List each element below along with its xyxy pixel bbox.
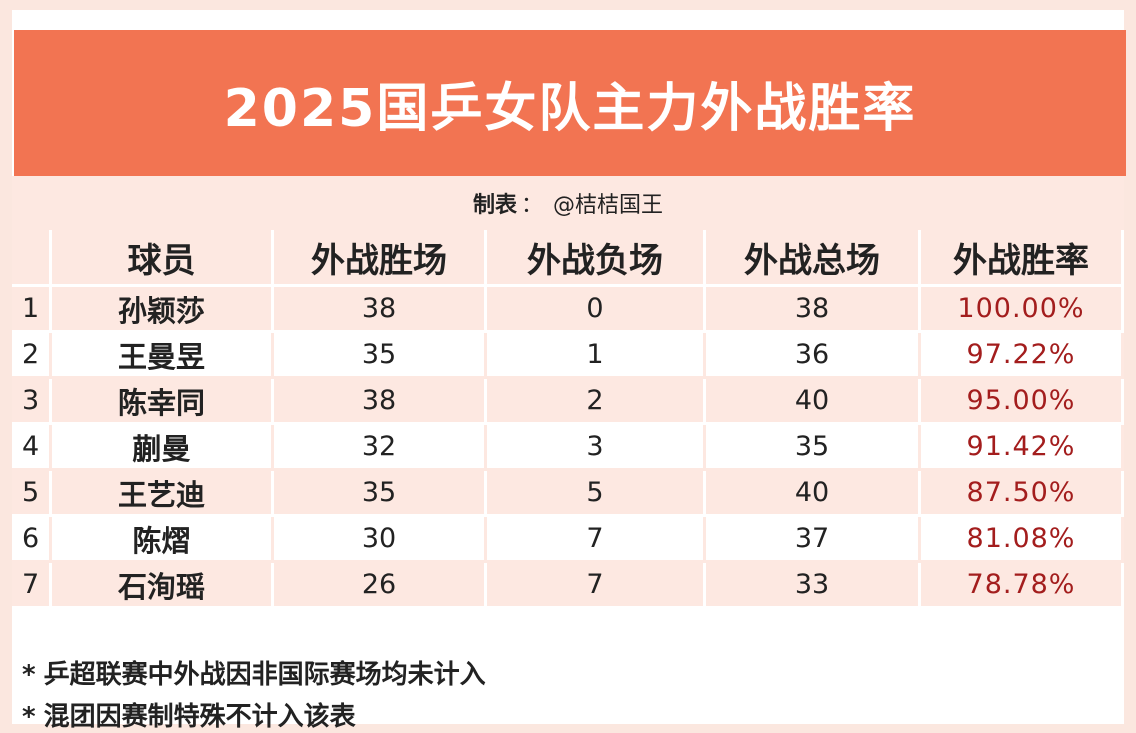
total-cell: 40 xyxy=(706,379,921,425)
maker-line: 制表 ： @桔桔国王 xyxy=(12,176,1124,230)
losses-cell: 7 xyxy=(487,563,706,609)
row-index: 6 xyxy=(12,517,52,563)
rate-cell: 97.22% xyxy=(921,333,1124,379)
total-cell: 36 xyxy=(706,333,921,379)
rate-cell: 95.00% xyxy=(921,379,1124,425)
player-name: 蒯曼 xyxy=(52,425,274,471)
wins-cell: 32 xyxy=(274,425,487,471)
table-row: 6 陈熠 30 7 37 81.08% xyxy=(12,517,1124,563)
losses-cell: 1 xyxy=(487,333,706,379)
table-row: 7 石洵瑶 26 7 33 78.78% xyxy=(12,563,1124,609)
maker-separator: ： xyxy=(520,193,543,218)
page-title: 2025国乒女队主力外战胜率 xyxy=(223,78,917,139)
header-row: 球员 外战胜场 外战负场 外战总场 外战胜率 xyxy=(12,230,1124,287)
footnote-text: 混团因赛制特殊不计入该表 xyxy=(43,702,356,732)
rate-cell: 81.08% xyxy=(921,517,1124,563)
losses-cell: 0 xyxy=(487,287,706,333)
rate-cell: 91.42% xyxy=(921,425,1124,471)
losses-cell: 5 xyxy=(487,471,706,517)
player-name: 王艺迪 xyxy=(52,471,274,517)
rate-cell: 100.00% xyxy=(921,287,1124,333)
footnote-asterisk: * xyxy=(22,660,36,690)
total-cell: 40 xyxy=(706,471,921,517)
player-name: 陈熠 xyxy=(52,517,274,563)
row-index: 2 xyxy=(12,333,52,379)
footnote: * 混团因赛制特殊不计入该表 xyxy=(22,696,356,733)
maker-author: @桔桔国王 xyxy=(553,193,664,218)
player-name: 孙颖莎 xyxy=(52,287,274,333)
stats-table: 球员 外战胜场 外战负场 外战总场 外战胜率 1 孙颖莎 38 0 38 100… xyxy=(12,230,1124,609)
table-row: 5 王艺迪 35 5 40 87.50% xyxy=(12,471,1124,517)
footnote: * 乒超联赛中外战因非国际赛场均未计入 xyxy=(22,654,486,691)
column-header-player: 球员 xyxy=(52,230,274,287)
table-card: 2025国乒女队主力外战胜率 制表 ： @桔桔国王 球员 外战胜场 外战负场 外… xyxy=(12,10,1126,732)
footnote-asterisk: * xyxy=(22,702,36,732)
wins-cell: 38 xyxy=(274,287,487,333)
player-name: 陈幸同 xyxy=(52,379,274,425)
column-header-total: 外战总场 xyxy=(706,230,921,287)
column-header-losses: 外战负场 xyxy=(487,230,706,287)
row-index: 4 xyxy=(12,425,52,471)
rate-cell: 78.78% xyxy=(921,563,1124,609)
table-row: 3 陈幸同 38 2 40 95.00% xyxy=(12,379,1124,425)
row-index: 3 xyxy=(12,379,52,425)
maker-label: 制表 xyxy=(472,193,517,218)
player-name: 王曼昱 xyxy=(52,333,274,379)
wins-cell: 26 xyxy=(274,563,487,609)
losses-cell: 7 xyxy=(487,517,706,563)
row-index: 1 xyxy=(12,287,52,333)
footnote-text: 乒超联赛中外战因非国际赛场均未计入 xyxy=(43,660,486,690)
losses-cell: 3 xyxy=(487,425,706,471)
row-index: 5 xyxy=(12,471,52,517)
footnotes: * 乒超联赛中外战因非国际赛场均未计入 * 混团因赛制特殊不计入该表 xyxy=(12,616,1124,732)
player-name: 石洵瑶 xyxy=(52,563,274,609)
column-header-wins: 外战胜场 xyxy=(274,230,487,287)
row-index: 7 xyxy=(12,563,52,609)
total-cell: 35 xyxy=(706,425,921,471)
wins-cell: 38 xyxy=(274,379,487,425)
table-row: 4 蒯曼 32 3 35 91.42% xyxy=(12,425,1124,471)
table-row: 2 王曼昱 35 1 36 97.22% xyxy=(12,333,1124,379)
title-banner: 2025国乒女队主力外战胜率 xyxy=(14,30,1126,176)
total-cell: 38 xyxy=(706,287,921,333)
wins-cell: 30 xyxy=(274,517,487,563)
total-cell: 37 xyxy=(706,517,921,563)
table-row: 1 孙颖莎 38 0 38 100.00% xyxy=(12,287,1124,333)
total-cell: 33 xyxy=(706,563,921,609)
column-header-index xyxy=(12,230,52,287)
rate-cell: 87.50% xyxy=(921,471,1124,517)
wins-cell: 35 xyxy=(274,333,487,379)
losses-cell: 2 xyxy=(487,379,706,425)
column-header-rate: 外战胜率 xyxy=(921,230,1124,287)
wins-cell: 35 xyxy=(274,471,487,517)
